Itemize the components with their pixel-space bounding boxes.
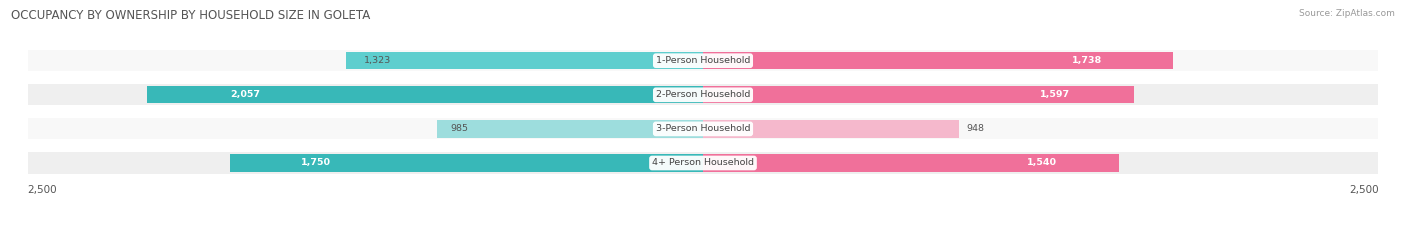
Text: 2,500: 2,500 bbox=[28, 185, 58, 195]
Text: 2-Person Household: 2-Person Household bbox=[655, 90, 751, 99]
Text: OCCUPANCY BY OWNERSHIP BY HOUSEHOLD SIZE IN GOLETA: OCCUPANCY BY OWNERSHIP BY HOUSEHOLD SIZE… bbox=[11, 9, 371, 22]
Text: 1-Person Household: 1-Person Household bbox=[655, 56, 751, 65]
Text: 2,500: 2,500 bbox=[1348, 185, 1378, 195]
Text: 1,597: 1,597 bbox=[1039, 90, 1070, 99]
Bar bbox=[28, 152, 1378, 174]
Bar bbox=[28, 50, 1378, 71]
Text: Source: ZipAtlas.com: Source: ZipAtlas.com bbox=[1299, 9, 1395, 18]
Text: 1,540: 1,540 bbox=[1026, 158, 1057, 168]
Bar bbox=[28, 118, 1378, 140]
Bar bbox=[346, 52, 703, 69]
Text: 4+ Person Household: 4+ Person Household bbox=[652, 158, 754, 168]
Text: 1,750: 1,750 bbox=[301, 158, 332, 168]
Text: 1,323: 1,323 bbox=[363, 56, 391, 65]
Bar bbox=[231, 154, 703, 172]
Bar bbox=[703, 120, 959, 137]
Bar bbox=[703, 86, 1135, 103]
Bar bbox=[28, 84, 1378, 105]
Bar bbox=[148, 86, 703, 103]
Bar bbox=[703, 154, 1119, 172]
Text: 1,738: 1,738 bbox=[1071, 56, 1102, 65]
Bar bbox=[703, 52, 1173, 69]
Text: 985: 985 bbox=[450, 124, 468, 133]
Text: 3-Person Household: 3-Person Household bbox=[655, 124, 751, 133]
Bar bbox=[437, 120, 703, 137]
Text: 948: 948 bbox=[967, 124, 984, 133]
Text: 2,057: 2,057 bbox=[231, 90, 260, 99]
